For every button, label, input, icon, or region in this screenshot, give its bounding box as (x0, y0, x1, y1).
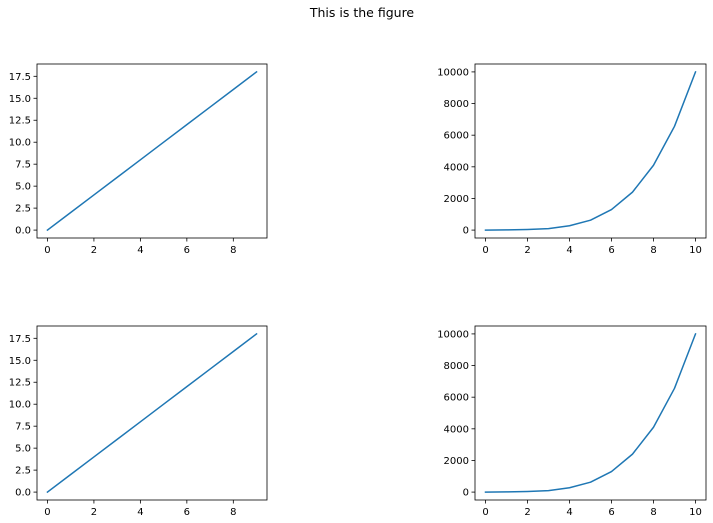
y-tick-label-top-left-6: 15.0 (9, 94, 31, 105)
y-tick-label-top-right-0: 0 (463, 226, 469, 237)
y-tick-label-bottom-right-1: 2000 (444, 456, 469, 467)
y-tick-label-top-left-2: 5.0 (15, 182, 31, 193)
x-tick-label-top-right-4: 8 (650, 245, 656, 256)
y-tick-label-top-left-7: 17.5 (9, 72, 31, 83)
x-tick-label-bottom-right-5: 10 (689, 507, 702, 518)
x-tick-label-bottom-left-0: 0 (44, 507, 50, 518)
x-tick-label-top-right-2: 4 (566, 245, 572, 256)
x-tick-label-top-left-4: 8 (230, 245, 236, 256)
x-tick-label-bottom-left-2: 4 (137, 507, 143, 518)
y-tick-label-top-left-1: 2.5 (15, 204, 31, 215)
y-tick-label-bottom-left-5: 12.5 (9, 378, 31, 389)
x-tick-label-bottom-right-3: 6 (608, 507, 614, 518)
y-tick-label-top-left-5: 12.5 (9, 116, 31, 127)
subplot-top-left: 0 2 4 6 8 0.0 2.5 5.0 7.5 10.0 12.5 15.0 17.5 (9, 63, 268, 256)
y-tick-label-bottom-left-6: 15.0 (9, 356, 31, 367)
x-tick-label-bottom-right-4: 8 (650, 507, 656, 518)
y-tick-label-bottom-right-3: 6000 (444, 393, 469, 404)
y-tick-label-top-right-5: 10000 (437, 67, 469, 78)
subplots-container: 0 2 4 6 8 0.0 2.5 5.0 7.5 10.0 12.5 15.0 17.5 0 2 4 6 8 10… (9, 63, 707, 518)
series-line-bottom-right-0 (484, 332, 697, 493)
y-tick-label-top-left-3: 7.5 (15, 160, 31, 171)
x-tick-label-top-right-5: 10 (689, 245, 702, 256)
y-tick-label-bottom-right-4: 8000 (444, 361, 469, 372)
y-tick-label-top-right-2: 4000 (444, 162, 469, 173)
y-tick-label-bottom-right-2: 4000 (444, 424, 469, 435)
y-tick-label-bottom-left-3: 7.5 (15, 422, 31, 433)
axes-frame-top-left (36, 63, 268, 239)
axes-frame-top-right (474, 63, 707, 239)
y-tick-label-top-right-1: 2000 (444, 194, 469, 205)
subplot-bottom-left: 0 2 4 6 8 0.0 2.5 5.0 7.5 10.0 12.5 15.0 17.5 (9, 325, 268, 518)
x-tick-label-top-left-1: 2 (91, 245, 97, 256)
subplot-top-right: 0 2 4 6 8 10 0 2000 4000 6000 8000 10000 (437, 63, 707, 256)
x-tick-label-top-left-2: 4 (137, 245, 143, 256)
y-tick-label-top-right-4: 8000 (444, 99, 469, 110)
x-tick-label-bottom-left-1: 2 (91, 507, 97, 518)
y-tick-label-bottom-left-4: 10.0 (9, 400, 31, 411)
series-line-top-right-0 (484, 70, 697, 231)
x-tick-label-top-right-0: 0 (482, 245, 488, 256)
y-tick-label-top-left-0: 0.0 (15, 226, 31, 237)
x-tick-label-bottom-left-4: 8 (230, 507, 236, 518)
x-tick-label-bottom-right-1: 2 (524, 507, 530, 518)
y-tick-label-bottom-right-0: 0 (463, 488, 469, 499)
series-line-bottom-left-0 (46, 332, 258, 494)
y-tick-label-bottom-left-1: 2.5 (15, 466, 31, 477)
subplot-bottom-right: 0 2 4 6 8 10 0 2000 4000 6000 8000 10000 (437, 325, 707, 518)
x-tick-label-bottom-right-0: 0 (482, 507, 488, 518)
axes-frame-bottom-left (36, 325, 268, 501)
series-line-top-left-0 (46, 70, 258, 232)
axes-frame-bottom-right (474, 325, 707, 501)
y-tick-label-top-left-4: 10.0 (9, 138, 31, 149)
x-tick-label-bottom-right-2: 4 (566, 507, 572, 518)
y-tick-label-bottom-left-2: 5.0 (15, 444, 31, 455)
figure-title: This is the figure (309, 5, 415, 20)
y-tick-label-bottom-right-5: 10000 (437, 329, 469, 340)
x-tick-label-top-right-1: 2 (524, 245, 530, 256)
x-tick-label-top-right-3: 6 (608, 245, 614, 256)
y-tick-label-bottom-left-7: 17.5 (9, 334, 31, 345)
y-tick-label-top-right-3: 6000 (444, 131, 469, 142)
x-tick-label-top-left-0: 0 (44, 245, 50, 256)
x-tick-label-bottom-left-3: 6 (184, 507, 190, 518)
y-tick-label-bottom-left-0: 0.0 (15, 488, 31, 499)
x-tick-label-top-left-3: 6 (184, 245, 190, 256)
